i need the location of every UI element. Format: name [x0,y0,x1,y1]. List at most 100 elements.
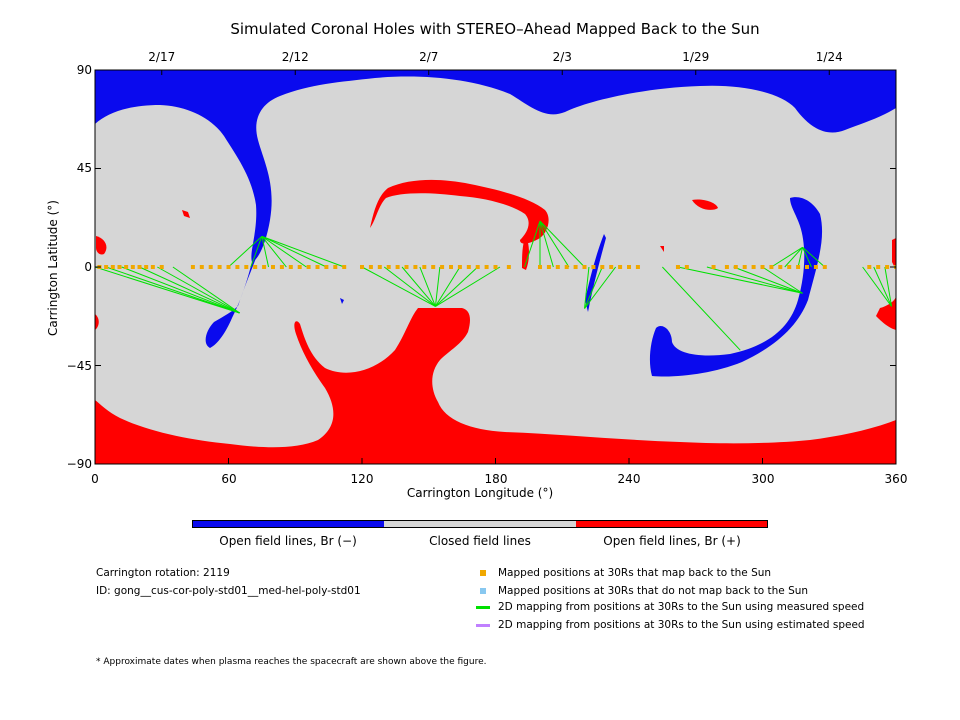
colorbar-negative [192,520,384,528]
mapped-position-68 [796,265,801,269]
footnote: * Approximate dates when plasma reaches … [96,657,487,667]
mapping-line-6-0 [677,266,803,294]
mapped-position-37 [440,265,445,269]
mapped-position-38 [449,265,453,269]
mapped-position-67 [787,265,792,269]
mapping-line-6-1 [706,266,803,294]
mapped-position-34 [413,265,418,269]
ytick-0: 0 [84,260,92,274]
mapping-line-2-1 [383,266,436,307]
mapping-line-8-1 [873,266,893,307]
mapped-position-19 [271,265,275,269]
negative-open-region-north [95,70,896,262]
mapped-position-10 [190,265,195,269]
carrington-rotation: Carrington rotation: 2119 [96,567,230,579]
mapped-position-16 [244,265,249,269]
mapped-position-54 [618,265,623,269]
mapping-line-0-3 [139,266,240,314]
ytick-90: 90 [76,63,92,77]
mapped-position-9 [159,265,164,269]
colorbar-frame [192,520,768,528]
mapped-position-55 [627,265,631,269]
mapped-position-28 [360,265,364,269]
mapped-position-53 [609,265,614,269]
legend-swatch-mapped [480,570,486,576]
mapped-position-43 [493,265,498,269]
mapped-position-20 [279,265,284,269]
mapped-position-46 [546,265,551,269]
mapping-line-0-4 [157,266,240,314]
mapped-position-69 [805,265,809,269]
mapping-line-2-6 [435,266,479,307]
top-date-2: 2/7 [419,50,439,64]
legend-mapped: Mapped positions at 30Rs that map back t… [498,567,772,579]
mapping-line-1-6 [261,235,345,268]
legend-unmapped: Mapped positions at 30Rs that do not map… [498,585,809,597]
mapped-position-49 [573,265,578,269]
xtick-120: 120 [350,472,374,486]
mapped-position-6 [137,265,142,269]
mapped-position-14 [226,265,231,269]
mapping-line-2-7 [435,266,501,307]
mapping-line-5-1 [784,246,803,268]
mapped-position-51 [591,265,596,269]
positive-open-region-south [95,308,896,464]
colorbar-label-closed: Closed field lines [429,534,531,548]
ytick-minus45: −45 [66,359,92,373]
mapped-position-64 [760,265,765,269]
mapped-position-12 [208,265,213,269]
mapping-line-6-2 [733,266,803,294]
mapped-positions [97,265,896,269]
mapping-line-1-0 [228,235,263,268]
mapping-line-0-2 [121,266,240,314]
mapped-position-66 [778,265,783,269]
positive-open-region-arch [370,179,549,244]
legend-estimated: 2D mapping from positions at 30Rs to the… [498,619,865,631]
mapping-line-2-4 [434,266,441,307]
xtick-240: 240 [617,472,641,486]
mapped-position-62 [742,265,747,269]
mapping-line-3-2 [539,220,554,268]
mapping-line-7-0 [662,266,741,351]
mapped-position-26 [333,265,338,269]
mapped-position-59 [711,265,716,269]
mapped-position-24 [315,265,320,269]
mapped-position-48 [564,265,569,269]
legend-swatch-estimated [476,624,490,627]
xtick-0: 0 [91,472,99,486]
negative-open-region-south [649,197,823,377]
mapping-line-1-4 [261,235,307,268]
model-id: ID: gong__cus-cor-poly-std01__med-hel-po… [96,585,361,597]
y-axis-label: Carrington Latitude (°) [46,200,60,336]
mapping-line-1-1 [250,236,263,268]
mapping-line-1-5 [261,235,327,268]
mapped-position-17 [253,265,258,269]
x-axis-label: Carrington Longitude (°) [406,486,554,500]
mapped-position-65 [769,265,774,269]
mapping-line-5-3 [802,247,812,268]
mapped-position-74 [885,265,890,269]
mapping-line-2-0 [361,266,436,307]
mapped-position-63 [751,265,756,269]
colorbar-closed [384,520,576,528]
mapped-position-35 [422,265,427,269]
negative-open-region-sliver [585,234,606,312]
mapping-line-4-2 [584,266,617,309]
mapping-line-5-0 [771,246,803,268]
mapping-line-3-3 [539,220,570,268]
top-date-1: 2/12 [281,50,309,64]
mapped-position-57 [675,265,680,269]
mapped-position-15 [235,265,240,269]
mapped-position-25 [324,265,329,269]
mapped-position-4 [124,265,129,269]
mapped-position-73 [876,265,881,269]
mapped-position-72 [867,265,872,269]
mapping-line-3-4 [539,220,585,268]
mapped-position-21 [288,265,293,269]
top-date-3: 2/3 [552,50,572,64]
xtick-180: 180 [484,472,508,486]
mapped-position-27 [342,265,347,269]
mapping-line-0-1 [105,266,240,314]
mapped-position-45 [538,265,542,269]
mapped-position-42 [484,265,489,269]
